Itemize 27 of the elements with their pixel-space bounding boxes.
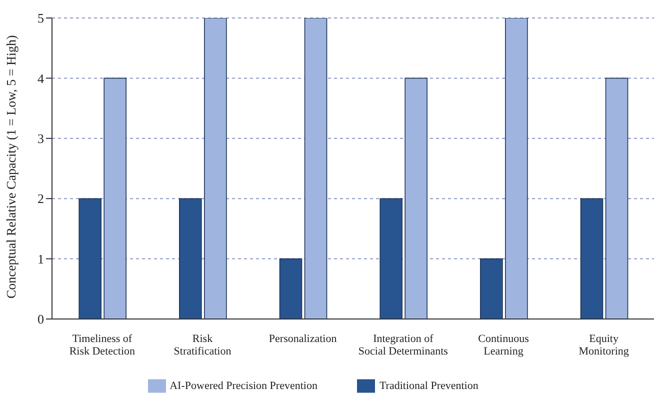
y-axis-title: Conceptual Relative Capacity (1 = Low, 5 = High) [4,35,19,298]
bar [404,78,428,319]
bar [204,18,227,319]
bar [580,198,604,319]
y-tick-label: 0 [38,312,44,327]
bar [279,258,302,319]
x-tick-label: Continuous Learning [478,332,529,358]
y-tick-label: 4 [38,70,44,86]
x-tick-label: Risk Stratification [174,332,232,358]
x-tick-label: Integration of Social Determinants [358,332,448,358]
y-tick-label: 3 [38,131,44,146]
legend-label: Traditional Prevention [379,380,478,392]
bar [78,198,102,319]
bar [380,198,402,319]
y-tick-label: 1 [38,251,44,266]
bar [104,78,126,319]
y-tick-label: 5 [38,10,44,26]
x-tick-label: Timeliness of Risk Detection [69,332,136,358]
legend-label: AI-Powered Precision Prevention [170,380,318,392]
x-tick-label: Personalization [268,332,338,345]
bar [304,18,328,319]
y-tick-label: 2 [38,191,44,206]
x-tick-label: Equity Monitoring [578,332,630,358]
bar [480,258,503,319]
bar [505,18,528,319]
bar [605,78,628,319]
bar [179,198,202,319]
